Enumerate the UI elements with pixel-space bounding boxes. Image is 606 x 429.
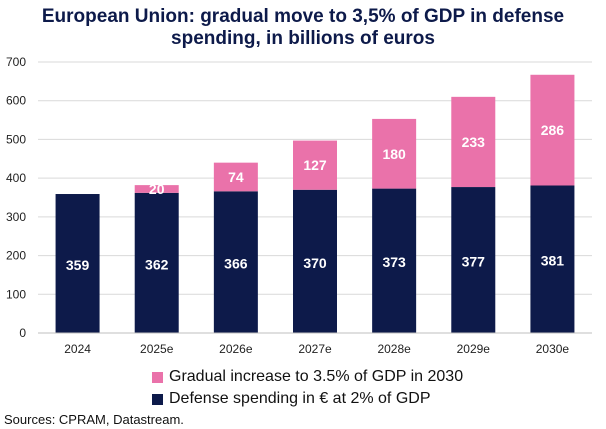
data-label-increase-2030e: 286 <box>541 122 565 138</box>
bar-defense-2025e <box>134 192 179 333</box>
data-label-increase-2026e: 74 <box>228 169 244 185</box>
y-tick-label: 500 <box>6 132 26 146</box>
y-tick-label: 100 <box>6 287 26 301</box>
chart-title-line-2: spending, in billions of euros <box>171 28 435 49</box>
bar-defense-2027e <box>293 189 337 333</box>
y-tick-label: 0 <box>19 326 26 340</box>
gridlines <box>38 61 592 295</box>
y-tick-label: 200 <box>6 249 26 263</box>
bar-defense-2024 <box>55 194 100 333</box>
chart-title-line-1: European Union: gradual move to 3,5% of … <box>41 6 565 27</box>
data-label-increase-2028e: 180 <box>382 146 406 162</box>
legend-swatch-defense <box>152 393 163 405</box>
legend-label-defense: Defense spending in € at 2% of GDP <box>169 390 431 407</box>
data-label-defense-2030e: 381 <box>541 253 565 269</box>
y-tick-label: 700 <box>6 55 26 69</box>
legend-item-defense: Defense spending in € at 2% of GDP <box>152 388 463 410</box>
data-label-defense-2026e: 366 <box>224 256 248 272</box>
bars <box>55 74 575 333</box>
x-tick-label: 2026e <box>219 342 253 356</box>
data-label-increase-2029e: 233 <box>462 134 486 150</box>
y-axis-ticks: 0 100 200 300 400 500 600 700 <box>6 55 26 340</box>
bar-defense-2030e <box>530 185 575 333</box>
y-tick-label: 300 <box>6 210 26 224</box>
bar-increase-2028e <box>372 118 417 189</box>
data-label-increase-2027e: 127 <box>303 157 327 173</box>
data-labels: 359 362 20 366 74 370 127 373 180 377 233 381 286 <box>66 122 564 273</box>
data-label-defense-2024: 359 <box>66 257 90 273</box>
legend-label-increase: Gradual increase to 3.5% of GDP in 2030 <box>169 368 464 385</box>
bar-increase-2027e <box>293 140 337 190</box>
x-tick-label: 2025e <box>140 342 174 356</box>
x-tick-label: 2027e <box>298 342 332 356</box>
data-label-defense-2025e: 362 <box>145 256 169 272</box>
x-tick-label: 2030e <box>536 342 570 356</box>
y-tick-label: 400 <box>6 171 26 185</box>
bar-defense-2029e <box>451 187 496 333</box>
bar-defense-2028e <box>372 188 417 333</box>
data-label-defense-2027e: 370 <box>303 255 327 271</box>
bar-defense-2026e <box>213 191 258 333</box>
data-label-defense-2029e: 377 <box>462 253 486 269</box>
legend-swatch-increase <box>152 371 163 383</box>
bar-increase-2026e <box>213 162 258 192</box>
source-note: Sources: CPRAM, Datastream. <box>4 412 184 427</box>
x-axis-ticks: 2024 2025e 2026e 2027e 2028e 2029e 2030e <box>64 342 569 356</box>
data-label-defense-2028e: 373 <box>382 254 406 270</box>
y-tick-label: 600 <box>6 94 26 108</box>
bar-increase-2025e <box>134 185 179 193</box>
x-tick-label: 2028e <box>377 342 411 356</box>
x-tick-label: 2024 <box>64 342 91 356</box>
data-label-increase-2025e: 20 <box>149 181 165 197</box>
bar-increase-2030e <box>530 74 575 186</box>
bar-increase-2029e <box>451 96 496 188</box>
chart-title: European Union: gradual move to 3,5% of … <box>0 6 606 50</box>
legend: Gradual increase to 3.5% of GDP in 2030 … <box>152 366 463 410</box>
legend-item-increase: Gradual increase to 3.5% of GDP in 2030 <box>152 366 463 388</box>
x-tick-label: 2029e <box>457 342 491 356</box>
